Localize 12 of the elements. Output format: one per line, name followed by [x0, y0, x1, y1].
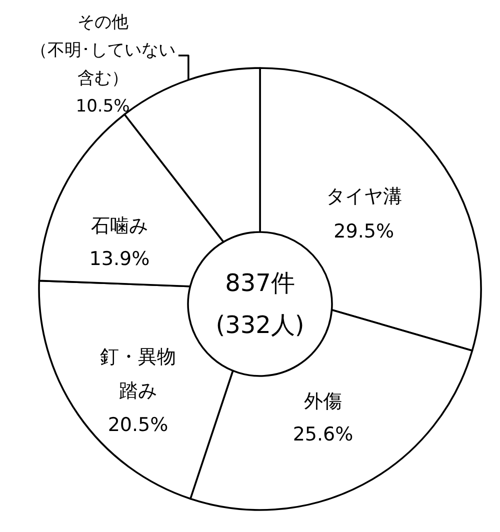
data-label: 25.6% [292, 424, 354, 446]
slice-label: 石噛み [90, 214, 148, 237]
slice-label: タイヤ溝 [326, 185, 402, 208]
slice-label: その他（不明･していない含む） [30, 12, 176, 89]
slice-label: 釘・異物踏み [100, 346, 176, 402]
data-label: 10.5% [76, 96, 130, 117]
slice-label: 外傷 [304, 390, 342, 413]
text: (332人) [216, 311, 304, 339]
data-label: 20.5% [108, 414, 168, 436]
data-label: 13.9% [89, 248, 150, 270]
text: 837件 [225, 269, 295, 297]
data-label: 29.5% [334, 220, 394, 242]
